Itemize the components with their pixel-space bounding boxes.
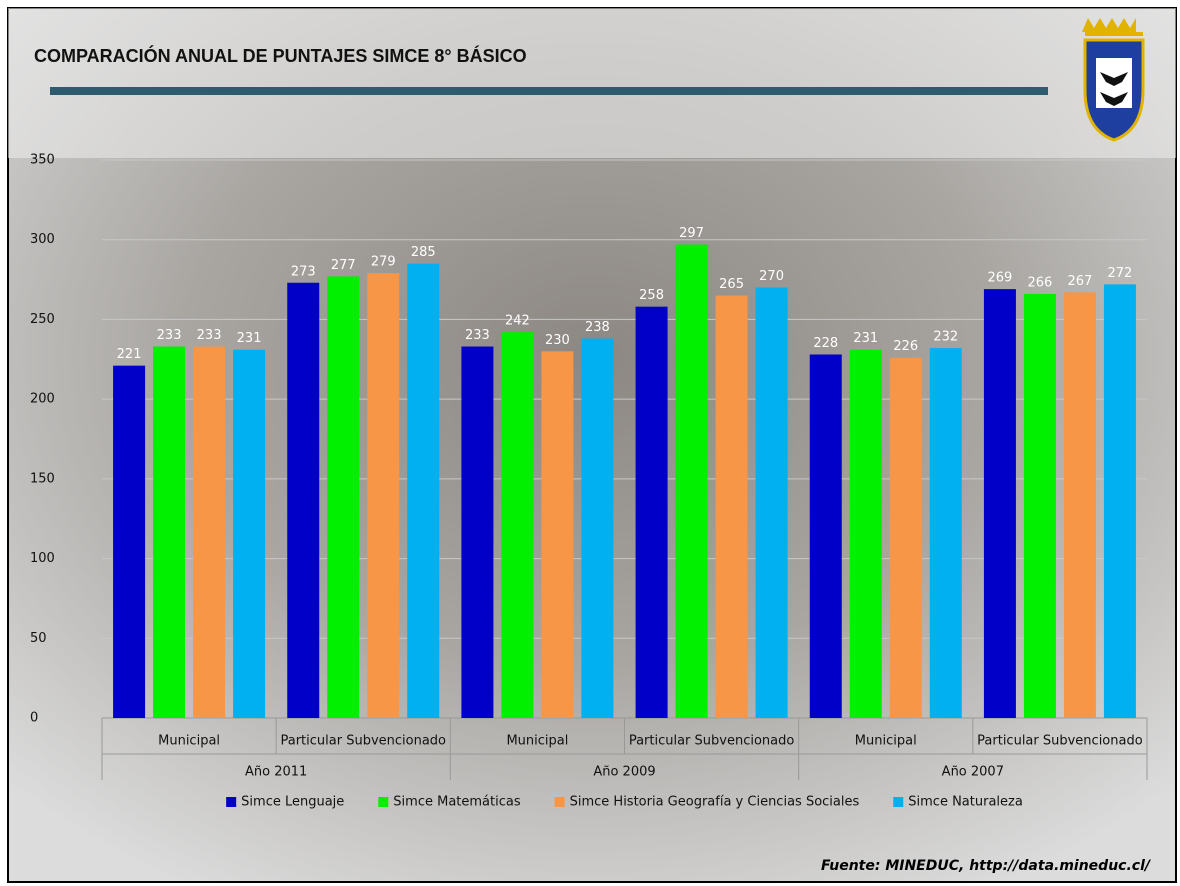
- x-tick-label: Particular Subvencionado: [280, 734, 446, 749]
- data-label: 233: [197, 328, 222, 343]
- data-label: 242: [505, 314, 530, 329]
- data-label: 279: [371, 255, 396, 270]
- bar: [849, 349, 882, 718]
- bar: [407, 263, 440, 718]
- bar: [461, 346, 494, 718]
- x-tick-label: Particular Subvencionado: [629, 734, 795, 749]
- bar: [541, 351, 574, 718]
- bar: [581, 338, 614, 718]
- bar: [367, 273, 400, 718]
- title-rule: [50, 87, 1048, 95]
- data-label: 270: [759, 269, 784, 284]
- data-label: 221: [117, 347, 142, 362]
- legend-label: Simce Lenguaje: [241, 795, 344, 810]
- y-tick-label: 200: [30, 392, 55, 407]
- x-tick-label: Municipal: [158, 734, 220, 749]
- data-label: 231: [237, 331, 262, 346]
- data-label: 226: [893, 339, 918, 354]
- y-tick-label: 350: [30, 153, 55, 168]
- header-fade: [8, 8, 1176, 158]
- group-label: Año 2007: [942, 765, 1004, 780]
- data-label: 269: [988, 271, 1013, 286]
- data-label: 273: [291, 264, 316, 279]
- bar: [287, 282, 320, 718]
- data-label: 277: [331, 258, 356, 273]
- y-tick-label: 150: [30, 471, 55, 486]
- bar: [327, 276, 360, 718]
- x-tick-label: Municipal: [855, 734, 917, 749]
- legend-label: Simce Matemáticas: [393, 795, 521, 810]
- data-label: 233: [465, 328, 490, 343]
- x-tick-label: Municipal: [506, 734, 568, 749]
- y-tick-label: 250: [30, 312, 55, 327]
- legend-swatch: [226, 797, 237, 807]
- bar: [983, 289, 1016, 718]
- data-label: 258: [639, 288, 664, 303]
- data-label: 232: [933, 330, 958, 345]
- bar: [635, 306, 668, 718]
- legend-swatch: [378, 797, 389, 807]
- group-label: Año 2011: [245, 765, 307, 780]
- bar: [675, 244, 708, 719]
- bar: [755, 287, 788, 718]
- data-label: 228: [813, 336, 838, 351]
- logo: [1082, 18, 1145, 142]
- group-label: Año 2009: [593, 765, 655, 780]
- data-label: 230: [545, 333, 570, 348]
- x-tick-label: Particular Subvencionado: [977, 734, 1143, 749]
- bar: [1103, 284, 1136, 718]
- bar: [501, 332, 534, 718]
- bar: [809, 354, 842, 718]
- bar: [233, 349, 266, 718]
- bar: [1023, 293, 1056, 718]
- y-tick-label: 300: [30, 232, 55, 247]
- data-label: 297: [679, 226, 704, 241]
- bar: [153, 346, 186, 718]
- data-label: 265: [719, 277, 744, 292]
- legend-label: Simce Naturaleza: [908, 795, 1023, 810]
- data-label: 233: [157, 328, 182, 343]
- legend-swatch: [893, 797, 904, 807]
- bar: [929, 348, 962, 718]
- data-label: 267: [1068, 274, 1093, 289]
- y-tick-label: 0: [30, 711, 38, 726]
- data-label: 285: [411, 245, 436, 260]
- bar: [1063, 292, 1096, 718]
- y-tick-label: 50: [30, 631, 47, 646]
- data-label: 272: [1108, 266, 1133, 281]
- data-label: 266: [1028, 275, 1053, 290]
- source: Fuente: MINEDUC, http://data.mineduc.cl/: [821, 858, 1152, 874]
- bar: [715, 295, 748, 718]
- chart-title: COMPARACIÓN ANUAL DE PUNTAJES SIMCE 8° B…: [34, 45, 527, 66]
- data-label: 238: [585, 320, 610, 335]
- bar: [113, 365, 146, 718]
- y-tick-label: 100: [30, 551, 55, 566]
- data-label: 231: [853, 331, 878, 346]
- legend-label: Simce Historia Geografía y Ciencias Soci…: [570, 795, 860, 810]
- legend-swatch: [554, 797, 565, 807]
- bar: [889, 357, 922, 718]
- bar: [193, 346, 226, 718]
